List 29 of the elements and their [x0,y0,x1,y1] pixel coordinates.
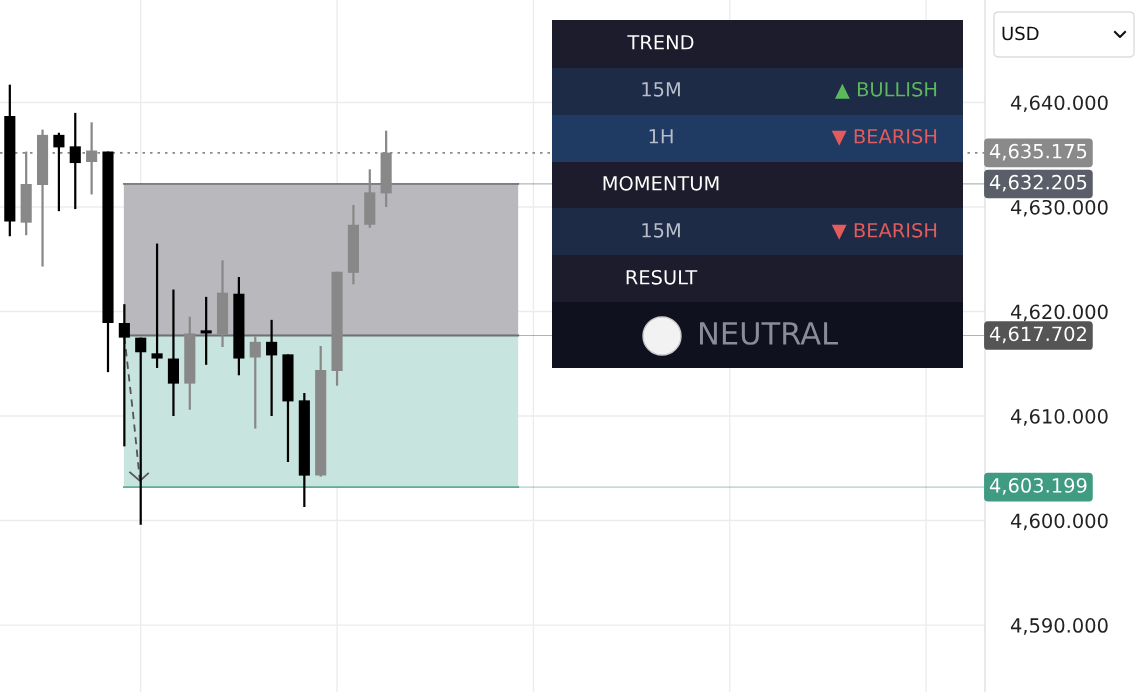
y-tick-label: 4,610.000 [1010,408,1108,426]
candlestick [135,336,147,526]
candlestick [249,335,261,430]
candlestick [118,303,130,448]
ref-line-label: 4,632.205 [989,174,1087,192]
ref-line-label: 4,603.199 [989,478,1087,495]
y-tick-label: 4,630.000 [1010,199,1108,217]
text: USD [1002,26,1039,41]
annotation: ▼ BEARISH [831,128,937,146]
annotation: TREND [627,35,694,50]
annotation: 1H [649,129,673,144]
y-tick-label: 4,590.000 [1010,618,1108,635]
y-tick-label: 4,640.000 [1010,95,1108,113]
ref-line-label: 4,635.175 [989,143,1087,161]
candlestick [69,111,81,211]
annotation: ▼ BEARISH [831,222,937,240]
candlestick [151,242,163,370]
y-tick-label: 4,620.000 [1010,304,1108,322]
candlestick [53,131,65,213]
annotation: MOMENTUM [603,175,719,191]
annotation: ▲ BULLISH [834,81,937,99]
annotation: 15M [642,223,680,238]
ref-line-label: 4,617.702 [989,326,1086,344]
y-tick-label: 4,600.000 [1010,513,1108,531]
candlestick [200,295,212,366]
annotation: 15M [642,82,680,97]
annotation: NEUTRAL [700,322,838,345]
candlestick [266,318,278,418]
annotation: RESULT [626,269,698,285]
